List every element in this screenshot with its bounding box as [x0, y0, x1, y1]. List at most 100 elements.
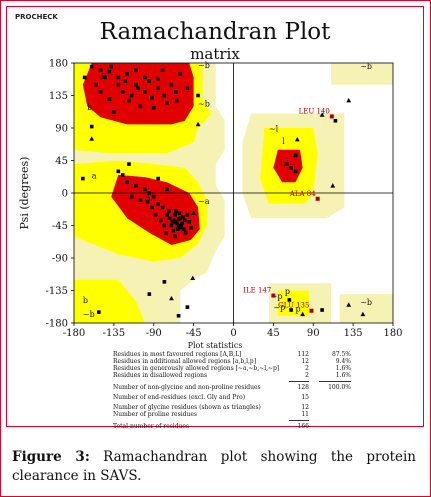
region-label: p — [296, 304, 301, 313]
stats-label: Number of proline residues — [113, 411, 197, 418]
ramachandran-chart: -180 -135 -90 -45 0 45 90 135 180 180 135 90 45 0 -45 -… — [18, 59, 403, 338]
y-tick-label: -45 — [52, 221, 68, 232]
residue-point — [145, 199, 150, 204]
y-tick-label: -180 — [46, 319, 68, 330]
stats-row: Number of glycine residues (shown as tri… — [113, 404, 403, 411]
residue-point — [178, 225, 183, 230]
glycine-triangle — [360, 311, 366, 317]
residue-point — [185, 86, 190, 91]
y-tick-label: 45 — [55, 156, 68, 167]
stats-percent: 9.4% — [335, 358, 351, 365]
program-label: PROCHECK — [15, 13, 58, 21]
residue-point — [173, 212, 177, 217]
residue-point — [169, 82, 174, 87]
outlier-point — [329, 114, 334, 119]
residue-point — [134, 82, 138, 87]
outlier-point — [309, 308, 314, 313]
stats-count: 12 — [301, 358, 309, 365]
additional-region — [74, 279, 145, 323]
residue-point — [293, 153, 298, 158]
residue-point — [170, 220, 175, 224]
glycine-triangle — [330, 183, 336, 188]
x-tick-label: 135 — [344, 328, 363, 337]
caption-text: Ramachandran plot showing the protein cl… — [12, 449, 416, 484]
residue-point — [175, 227, 180, 231]
residue-point — [333, 118, 338, 123]
residue-point — [165, 187, 169, 192]
residue-point — [179, 223, 184, 228]
stats-row: Total number of residues 166 — [113, 423, 403, 430]
glycine-triangle — [300, 311, 306, 317]
residue-point — [120, 173, 125, 177]
glycine-triangle — [319, 112, 325, 117]
y-tick-label: 90 — [55, 124, 68, 135]
residue-point — [150, 95, 154, 100]
residue-point — [182, 218, 187, 223]
stats-label: Residues in disallowed regions — [113, 372, 208, 379]
residue-point — [151, 194, 156, 199]
residue-point — [180, 221, 184, 226]
residue-point — [89, 124, 94, 129]
residue-point — [109, 64, 114, 69]
residue-point — [174, 209, 178, 213]
residue-point — [189, 225, 193, 230]
residue-point — [82, 75, 87, 80]
residue-point — [94, 82, 98, 87]
glycine-triangle — [190, 275, 196, 281]
region-label: ~p — [273, 303, 285, 312]
residue-point — [136, 86, 140, 91]
residue-point — [293, 169, 298, 174]
residue-point — [171, 228, 176, 233]
residue-point — [112, 110, 116, 114]
residue-point — [129, 93, 134, 98]
residue-point — [125, 180, 129, 184]
residue-point — [147, 79, 152, 83]
region-label: a — [92, 172, 97, 181]
outlier-label: ILE 147 — [243, 287, 271, 295]
additional-region — [277, 290, 309, 316]
plot-panel: PROCHECK Ramachandran Plot matrix -180 -1… — [6, 6, 424, 430]
residue-point — [138, 198, 143, 203]
residue-point — [147, 191, 152, 195]
residue-point — [320, 308, 324, 312]
stats-label: Residues in most favoured regions [A,B,L… — [113, 351, 242, 358]
stats-rule-row — [113, 379, 403, 384]
glycine-triangle — [346, 302, 352, 307]
stats-rule — [289, 420, 309, 421]
stats-row: Residues in disallowed regions 2 1.6% — [113, 372, 403, 379]
region-label: ~b — [83, 310, 95, 319]
residue-point — [289, 308, 293, 312]
x-tick-label: -45 — [186, 328, 202, 337]
residue-point — [125, 72, 129, 76]
stats-count: 166 — [297, 423, 309, 430]
residue-point — [98, 90, 103, 94]
residue-point — [176, 313, 181, 318]
favoured-region — [273, 149, 303, 183]
stats-row: Residues in most favoured regions [A,B,L… — [113, 351, 403, 358]
glycine-triangle — [195, 121, 201, 127]
residue-point — [123, 79, 128, 83]
plot-title: Ramachandran Plot — [99, 19, 331, 45]
residue-point — [156, 77, 160, 81]
region-label: A — [144, 193, 151, 202]
residue-point — [287, 298, 292, 302]
stats-rule-row — [113, 418, 403, 423]
figure-caption: Figure 3: Ramachandran plot showing the … — [12, 448, 416, 486]
glycine-triangle — [346, 97, 352, 103]
region-label: ~b — [198, 99, 210, 108]
stats-row: Number of proline residues 11 — [113, 411, 403, 418]
outlier-point — [271, 293, 276, 298]
stats-title: Plot statistics — [187, 341, 243, 350]
residue-point — [173, 234, 177, 239]
residue-point — [196, 93, 200, 98]
region-label: ~b — [360, 62, 372, 71]
residue-point — [156, 86, 160, 91]
residue-point — [159, 218, 163, 223]
stats-count: 2 — [305, 365, 309, 372]
outlier-label: LEU 140 — [299, 107, 330, 115]
y-tick-label: 135 — [49, 91, 68, 102]
x-tick-label: -135 — [103, 328, 125, 337]
region-label: ~b — [360, 298, 372, 307]
stats-row: Number of non-glycine and non-proline re… — [113, 384, 403, 391]
stats-label: Residues in additional allowed regions [… — [113, 358, 257, 365]
